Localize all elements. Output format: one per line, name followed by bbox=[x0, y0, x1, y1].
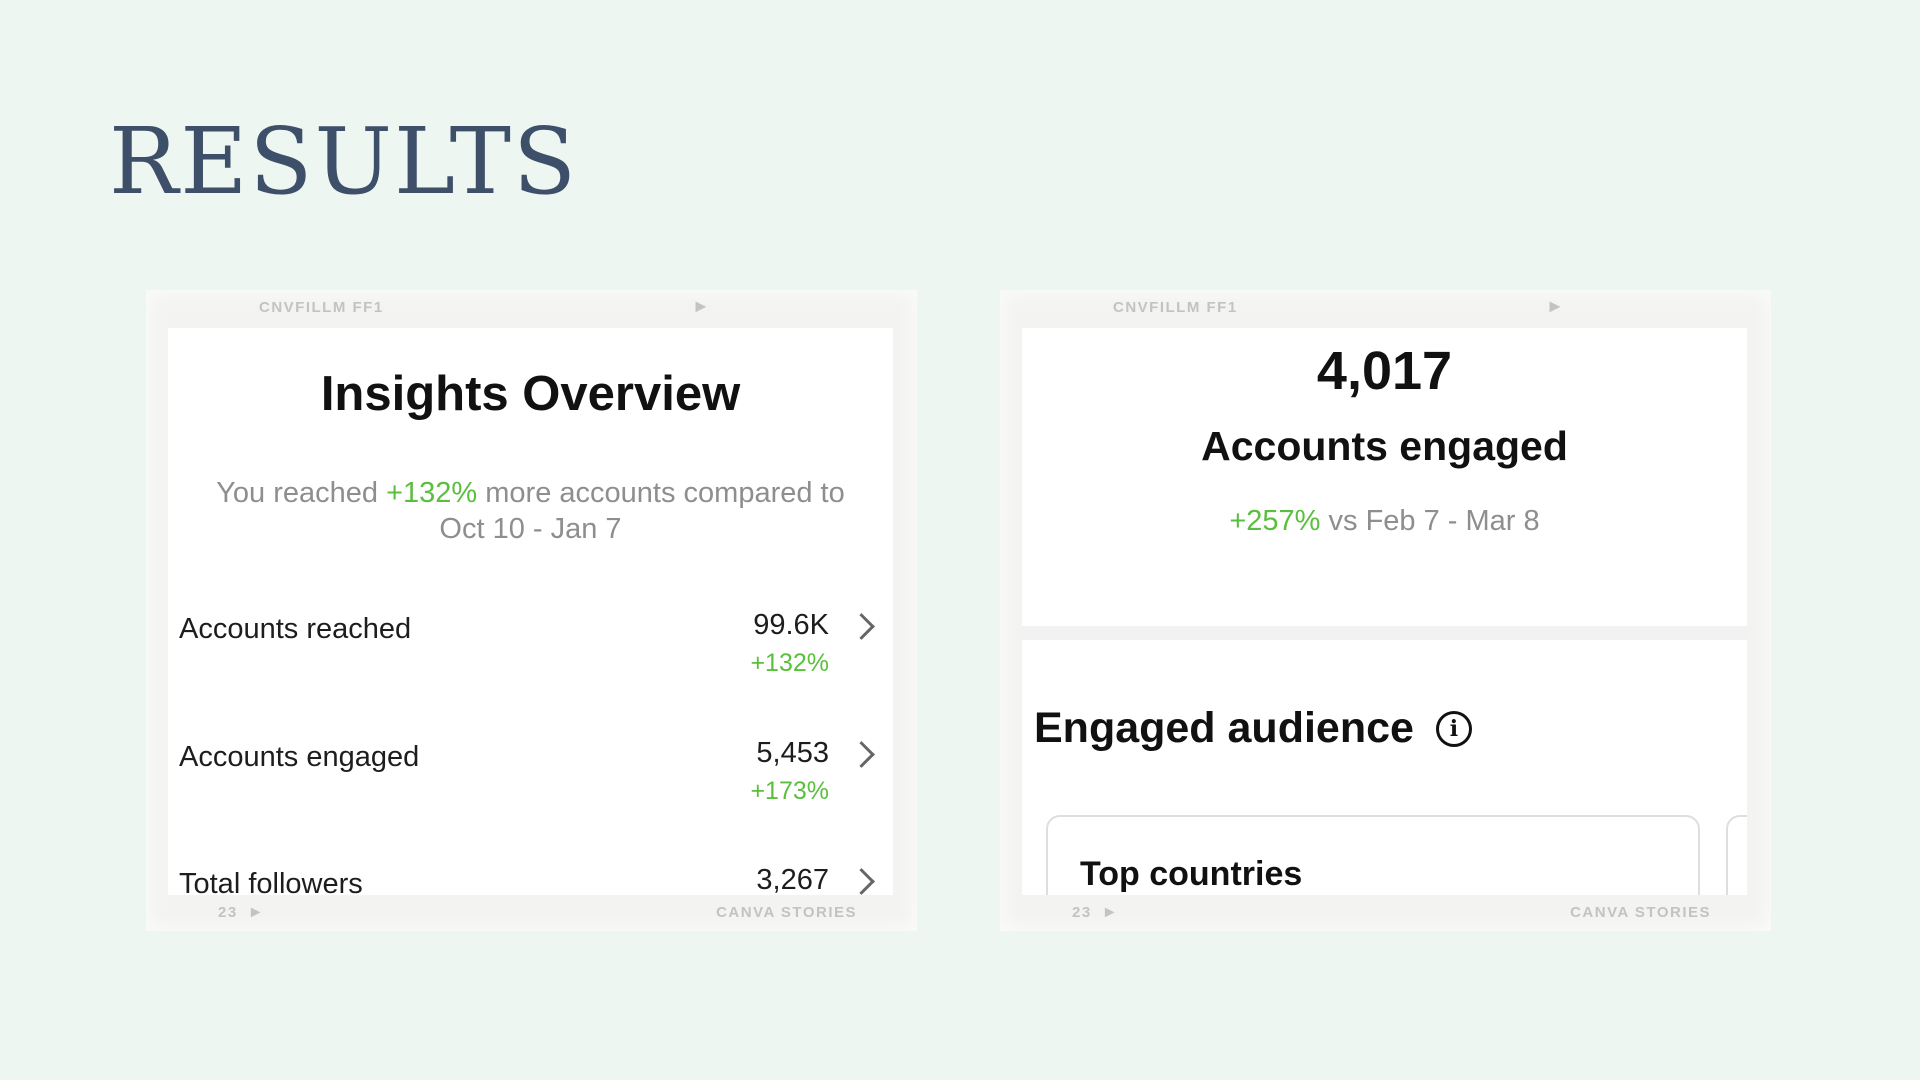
engaged-count: 4,017 bbox=[1316, 341, 1453, 401]
film-arrow-icon: ► bbox=[1546, 296, 1566, 316]
film-arrow-icon: ► bbox=[247, 904, 266, 921]
film-frame-number: 23 ► bbox=[218, 904, 265, 922]
film-bottom-brand: CANVA STORIES bbox=[1570, 904, 1711, 921]
subtitle-suffix: more accounts compared to Oct 10 - Jan 7 bbox=[439, 477, 845, 545]
compare-highlight: +257% bbox=[1229, 505, 1321, 537]
slide-title: RESULTS bbox=[109, 108, 578, 215]
engaged-comparison: +257% vs Feb 7 - Mar 8 bbox=[1022, 505, 1747, 538]
top-countries-title: Top countries bbox=[1080, 855, 1303, 893]
subtitle-highlight: +132% bbox=[386, 477, 478, 509]
frame-number: 23 bbox=[218, 904, 238, 921]
metric-value: 99.6K bbox=[753, 609, 829, 641]
film-arrow-icon: ► bbox=[692, 296, 712, 316]
metric-value: 3,267 bbox=[756, 864, 829, 895]
frame-number: 23 bbox=[1072, 904, 1092, 921]
metric-delta: +132% bbox=[750, 649, 829, 677]
engaged-title: Accounts engaged bbox=[1201, 423, 1568, 469]
top-countries-card[interactable]: Top countries bbox=[1046, 815, 1700, 895]
metric-label: Total followers bbox=[179, 868, 363, 895]
metric-value: 5,453 bbox=[756, 737, 829, 769]
accounts-engaged-screen: 4,017 Accounts engaged +257% vs Feb 7 - … bbox=[1022, 328, 1747, 895]
film-bottom-brand: CANVA STORIES bbox=[716, 904, 857, 921]
film-top-code: CNVFILLM FF1 bbox=[259, 299, 384, 316]
compare-suffix: vs Feb 7 - Mar 8 bbox=[1320, 505, 1540, 537]
metric-label: Accounts engaged bbox=[179, 741, 420, 773]
info-icon[interactable]: i bbox=[1435, 710, 1472, 747]
metric-row-accounts-reached[interactable]: Accounts reached 99.6K +132% bbox=[168, 603, 893, 703]
metric-delta: +173% bbox=[750, 777, 829, 805]
metric-row-accounts-engaged[interactable]: Accounts engaged 5,453 +173% bbox=[168, 731, 893, 831]
film-arrow-icon: ► bbox=[1101, 904, 1120, 921]
film-frame-number: 23 ► bbox=[1072, 904, 1119, 922]
section-divider bbox=[1022, 626, 1747, 640]
insights-overview-frame: CNVFILLM FF1 ► Insights Overview You rea… bbox=[146, 290, 917, 931]
film-top-code: CNVFILLM FF1 bbox=[1113, 299, 1238, 316]
accounts-engaged-frame: CNVFILLM FF1 ► 4,017 Accounts engaged +2… bbox=[1000, 290, 1771, 931]
next-card-peek[interactable] bbox=[1726, 815, 1747, 895]
metric-row-total-followers[interactable]: Total followers 3,267 bbox=[168, 858, 893, 895]
engaged-audience-heading: Engaged audience i bbox=[1034, 704, 1472, 753]
insights-overview-subtitle: You reached +132% more accounts compared… bbox=[208, 475, 853, 547]
insights-overview-title: Insights Overview bbox=[320, 367, 741, 421]
chevron-right-icon[interactable] bbox=[848, 741, 875, 768]
chevron-right-icon[interactable] bbox=[848, 868, 875, 895]
insights-overview-screen: Insights Overview You reached +132% more… bbox=[168, 328, 893, 895]
chevron-right-icon[interactable] bbox=[848, 613, 875, 640]
engaged-audience-title: Engaged audience bbox=[1034, 704, 1414, 752]
metric-label: Accounts reached bbox=[179, 613, 412, 645]
subtitle-prefix: You reached bbox=[216, 477, 387, 509]
